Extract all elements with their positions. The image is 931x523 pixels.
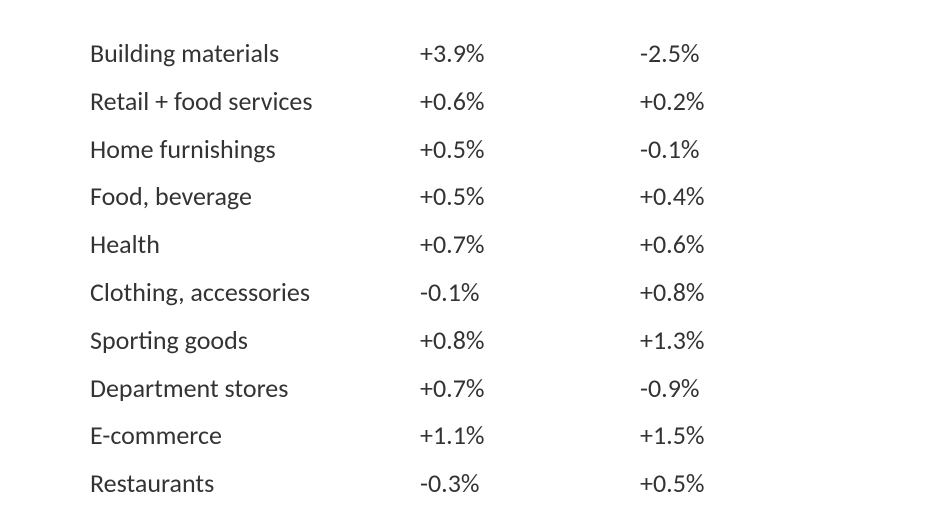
category-cell: Retail + food services xyxy=(90,78,420,126)
value1-cell: +0.7% xyxy=(420,221,640,269)
table-row: Food, beverage +0.5% +0.4% xyxy=(90,173,840,221)
category-cell: Clothing, accessories xyxy=(90,269,420,317)
table-row: E-commerce +1.1% +1.5% xyxy=(90,412,840,460)
data-table: Building materials +3.9% -2.5% Retail + … xyxy=(90,30,840,508)
table-row: Sporting goods +0.8% +1.3% xyxy=(90,317,840,365)
value2-cell: -0.1% xyxy=(640,126,840,174)
value1-cell: +1.1% xyxy=(420,412,640,460)
value1-cell: +0.5% xyxy=(420,173,640,221)
value2-cell: +0.8% xyxy=(640,269,840,317)
value1-cell: +0.7% xyxy=(420,365,640,413)
value2-cell: -0.9% xyxy=(640,365,840,413)
table-row: Department stores +0.7% -0.9% xyxy=(90,365,840,413)
table-row: Restaurants -0.3% +0.5% xyxy=(90,460,840,508)
value2-cell: +0.5% xyxy=(640,460,840,508)
value1-cell: -0.3% xyxy=(420,460,640,508)
value2-cell: +1.5% xyxy=(640,412,840,460)
table-row: Clothing, accessories -0.1% +0.8% xyxy=(90,269,840,317)
value1-cell: +0.8% xyxy=(420,317,640,365)
category-cell: E-commerce xyxy=(90,412,420,460)
category-cell: Department stores xyxy=(90,365,420,413)
value2-cell: +0.4% xyxy=(640,173,840,221)
category-cell: Food, beverage xyxy=(90,173,420,221)
table-row: Retail + food services +0.6% +0.2% xyxy=(90,78,840,126)
value1-cell: +0.5% xyxy=(420,126,640,174)
value1-cell: +0.6% xyxy=(420,78,640,126)
category-cell: Building materials xyxy=(90,30,420,78)
category-cell: Home furnishings xyxy=(90,126,420,174)
value1-cell: -0.1% xyxy=(420,269,640,317)
value1-cell: +3.9% xyxy=(420,30,640,78)
table-row: Health +0.7% +0.6% xyxy=(90,221,840,269)
value2-cell: +0.6% xyxy=(640,221,840,269)
table-row: Home furnishings +0.5% -0.1% xyxy=(90,126,840,174)
value2-cell: +0.2% xyxy=(640,78,840,126)
value2-cell: +1.3% xyxy=(640,317,840,365)
table-row: Building materials +3.9% -2.5% xyxy=(90,30,840,78)
value2-cell: -2.5% xyxy=(640,30,840,78)
category-cell: Sporting goods xyxy=(90,317,420,365)
category-cell: Restaurants xyxy=(90,460,420,508)
category-cell: Health xyxy=(90,221,420,269)
